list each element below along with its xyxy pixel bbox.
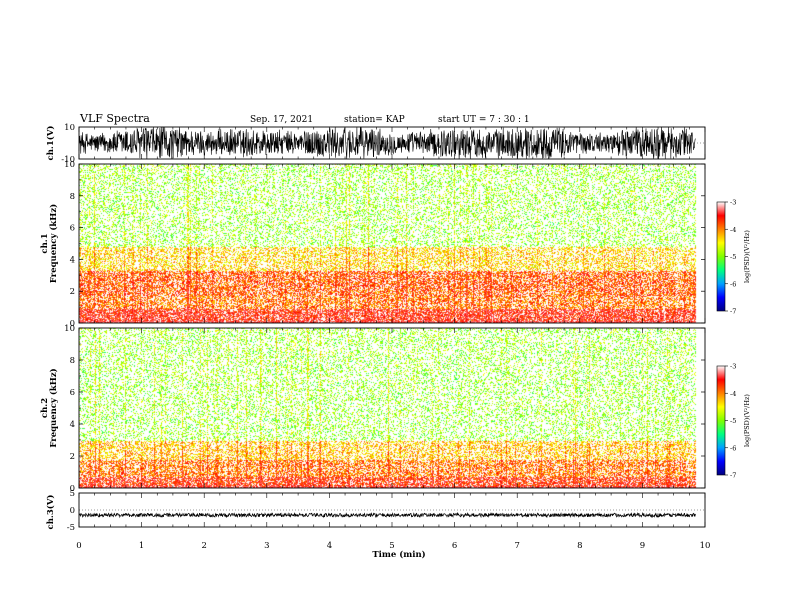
colorbar-tick-label: -3: [730, 363, 736, 371]
spectrogram-ytick-label: 6: [70, 224, 75, 234]
colorbar-tick-label: -5: [730, 253, 736, 261]
ch1-colorbar: -3 -4 -5 -6 -7 log(PSD)(V²/Hz): [716, 199, 751, 316]
ch3-waveform-panel: -5 0 5: [67, 489, 706, 533]
spectrogram-ytick-label: 10: [64, 160, 75, 170]
colorbar-scale: [716, 365, 726, 476]
time-tick-label: 5: [389, 541, 394, 551]
spectrogram-ytick-label: 0: [70, 319, 75, 329]
time-axis-label: Time (min): [372, 549, 425, 560]
spectrogram-ytick-label: 4: [70, 420, 75, 430]
spectrogram-ytick-label: 8: [70, 356, 75, 366]
colorbar-tick-label: -3: [730, 199, 736, 207]
time-tick-label: 2: [201, 541, 206, 551]
time-tick-label: 0: [76, 541, 81, 551]
time-tick-label: 8: [577, 541, 582, 551]
ch3-waveform-ylabel: ch.3(V): [45, 495, 56, 530]
colorbar-label: log(PSD)(V²/Hz): [743, 230, 751, 283]
colorbar-label: log(PSD)(V²/Hz): [743, 394, 751, 447]
time-axis: 0 1 2 3 4 5 6 7 8 9 10: [76, 541, 710, 551]
spectrogram-ytick-label: 0: [70, 484, 75, 494]
ch3-waveform-trace: [79, 511, 696, 519]
ch3-ytick-label: -5: [67, 523, 75, 533]
figure-title: VLF Spectra: [79, 112, 150, 125]
ch1-waveform-panel: 10 -10: [61, 123, 706, 165]
colorbar-scale: [716, 201, 726, 312]
colorbar-tick-label: -7: [730, 308, 736, 316]
time-tick-label: 1: [139, 541, 144, 551]
colorbar-tick-label: -7: [730, 472, 736, 480]
colorbar-tick-label: -4: [730, 390, 736, 398]
ch1-waveform-trace: [78, 126, 696, 160]
time-tick-label: 9: [640, 541, 645, 551]
time-tick-label: 10: [700, 541, 711, 551]
spectrogram-ytick-label: 2: [70, 452, 75, 462]
spectrogram-ylabel-line: ch.2: [40, 398, 50, 418]
spectrogram-ylabel-line: ch.1: [40, 233, 50, 253]
ch2-spectrogram-image: [79, 328, 705, 488]
time-tick-label: 7: [514, 541, 519, 551]
date-label: Sep. 17, 2021: [250, 115, 313, 125]
spectrogram-ylabel-line: Frequency (kHz): [48, 204, 59, 283]
ch1-ytick-label: 10: [64, 123, 75, 133]
ch3-ytick-label: 5: [70, 489, 75, 499]
time-tick-label: 3: [264, 541, 269, 551]
ch1-ytick-label: -10: [61, 155, 75, 165]
ch1-spectrogram-panel: 0 2 4 6 8 10: [64, 160, 706, 329]
ch2-spectrogram-ylabel: ch.2 Frequency (kHz): [40, 368, 59, 447]
spectrogram-ytick-label: 6: [70, 388, 75, 398]
ch1-spectrogram-image: [79, 164, 705, 323]
ch2-colorbar: -3 -4 -5 -6 -7 log(PSD)(V²/Hz): [716, 363, 751, 480]
ch3-ytick-label: 0: [70, 506, 75, 516]
spectrogram-ytick-label: 2: [70, 287, 75, 297]
colorbar-tick-label: -6: [730, 444, 736, 452]
colorbar-tick-label: -4: [730, 226, 736, 234]
colorbar-tick-label: -5: [730, 417, 736, 425]
spectrogram-ylabel-line: Frequency (kHz): [48, 368, 59, 447]
colorbar-tick-label: -6: [730, 280, 736, 288]
ch1-spectrogram-ylabel: ch.1 Frequency (kHz): [40, 204, 59, 283]
spectrogram-ytick-label: 8: [70, 192, 75, 202]
time-tick-label: 6: [452, 541, 457, 551]
time-tick-label: 4: [327, 541, 332, 551]
spectrogram-ytick-label: 4: [70, 255, 75, 265]
spectrogram-ytick-label: 10: [64, 324, 75, 334]
station-label: station= KAP: [344, 115, 405, 125]
ch1-waveform-ylabel: ch.1(V): [45, 126, 56, 161]
start-time-label: start UT = 7 : 30 : 1: [438, 115, 530, 125]
ch2-spectrogram-panel: 0 2 4 6 8 10: [64, 324, 706, 494]
